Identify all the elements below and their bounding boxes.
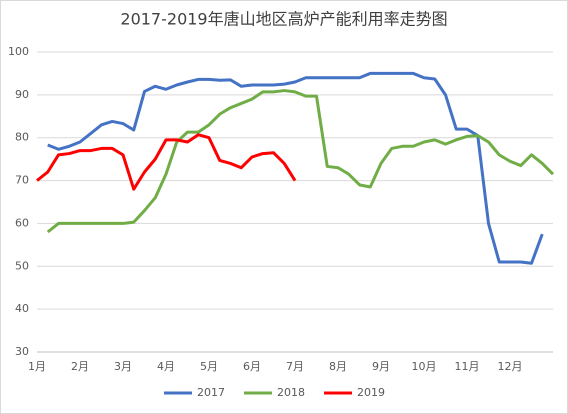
x-tick-label: 5月 [200,360,218,373]
x-tick-label: 6月 [243,360,261,373]
y-tick-label: 100 [8,45,29,58]
x-tick-label: 10月 [412,360,437,373]
x-tick-label: 3月 [114,360,132,373]
y-tick-label: 60 [15,216,29,229]
y-tick-label: 40 [15,302,29,315]
y-tick-label: 70 [15,174,29,187]
x-tick-label: 11月 [455,360,480,373]
x-tick-label: 2月 [71,360,89,373]
series-line [46,89,555,234]
legend-label: 2017 [197,386,225,399]
chart-title: 2017-2019年唐山地区高炉产能利用率走势图 [120,10,447,29]
y-tick-label: 50 [15,259,29,272]
x-tick-label: 7月 [286,360,304,373]
y-tick-label: 90 [15,88,29,101]
y-tick-label: 80 [15,131,29,144]
x-tick-label: 9月 [372,360,390,373]
x-tick-label: 12月 [498,360,523,373]
x-tick-label: 8月 [329,360,347,373]
y-tick-label: 30 [15,345,29,358]
series-line [36,133,297,191]
series-line [47,71,544,265]
x-tick-label: 1月 [28,360,46,373]
legend-label: 2018 [277,386,305,399]
legend-label: 2019 [357,386,385,399]
x-tick-label: 4月 [157,360,175,373]
